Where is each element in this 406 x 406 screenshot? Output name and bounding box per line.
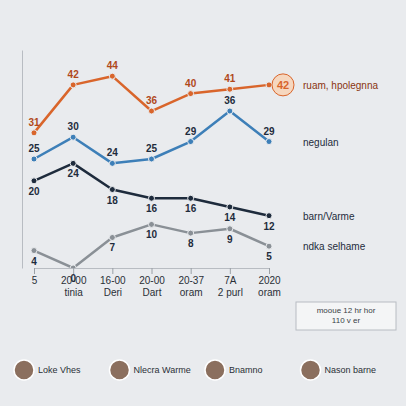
series-name: barn/Varme [303,211,355,222]
series-marker [109,73,115,79]
series-marker [266,213,272,219]
series-marker [149,221,155,227]
y-axis-line [22,51,23,269]
x-tick-mark [112,268,113,274]
x-tick: 20-37oram [178,268,204,298]
x-tick-mark [230,268,231,274]
data-label: 42 [277,79,289,91]
series-marker [188,230,194,236]
portrait-name: Loke Vhes [38,365,81,375]
data-label: 4 [31,256,37,267]
series-marker [149,108,155,114]
data-label: 36 [146,95,158,106]
data-label: 42 [68,69,80,80]
portrait [110,360,130,380]
series-marker [109,234,115,240]
data-label: 18 [107,195,119,206]
data-label: 10 [146,229,158,240]
x-tick-label: 7A2 purl [218,275,243,298]
series-marker [266,139,272,145]
series-marker [109,160,115,166]
data-label: 29 [263,126,275,137]
data-label: 29 [185,126,197,137]
series-name: ndka selhame [303,241,366,252]
x-tick-mark [269,268,270,274]
portrait-name: Nason barne [325,365,377,375]
data-label: 30 [68,121,80,132]
x-tick-mark [191,268,192,274]
data-label: 36 [224,95,236,106]
portrait-name: Bnamno [229,365,263,375]
data-label: 12 [263,221,275,232]
series-marker [70,265,76,268]
data-label: 5 [266,251,272,262]
note-box [296,302,396,330]
x-tick-label: 20-37oram [178,275,204,298]
portrait-name: Nlecra Warme [134,365,191,375]
data-label: 20 [28,186,40,197]
data-label: 9 [227,234,233,245]
series-marker [31,178,37,184]
note: mooue 12 hr hor110 v er [317,306,376,325]
x-tick-label: 20-00Dart [139,275,165,298]
portrait [205,360,225,380]
data-label: 8 [188,238,194,249]
x-tick: 2020oram [258,268,281,298]
series-marker [188,195,194,201]
data-label: 16 [185,203,197,214]
series-marker [31,248,37,254]
data-label: 40 [185,78,197,89]
x-tick-mark [34,268,35,274]
series-marker [70,134,76,140]
series-marker [70,82,76,88]
x-tick-label: 5 [32,275,38,286]
x-tick: 7A2 purl [218,268,243,298]
data-label: 16 [146,203,158,214]
data-label: 24 [107,147,119,158]
series-line [34,111,269,163]
x-tick: 20-00tinia [61,268,87,298]
x-tick: 16-00Deri [100,268,126,298]
series-marker [266,82,272,88]
series-marker [227,204,233,210]
series-marker [109,187,115,193]
end-badge [272,74,294,96]
data-label: 14 [224,212,236,223]
chart: 5 20-00tinia 16-00Deri 20-00Dart 20-37oram 7A… [0,0,406,406]
y-axis [22,51,23,269]
series-marker [227,226,233,232]
x-tick-label: 16-00Deri [100,275,126,298]
x-tick-label: 2020oram [258,275,281,298]
series-name: negulan [303,137,339,148]
series-marker [149,156,155,162]
series-name: ruam, hpolegnna [303,80,378,91]
x-axis: 5 20-00tinia 16-00Deri 20-00Dart 20-37oram 7A… [32,268,281,298]
data-label: 41 [224,73,236,84]
data-label: 44 [107,60,119,71]
series-marker [149,195,155,201]
series-marker [227,108,233,114]
x-tick: 5 [32,268,38,286]
x-tick-mark [152,268,153,274]
series-line [34,224,269,268]
portrait [14,360,34,380]
series-marker [188,139,194,145]
data-label: 0 [70,273,76,284]
series-marker [227,86,233,92]
data-label: 24 [68,168,80,179]
x-tick: 20-00Dart [139,268,165,298]
portrait [301,360,321,380]
plot-area [31,73,272,268]
series-marker [70,160,76,166]
series-line [34,76,269,133]
data-label: 31 [28,117,40,128]
series-marker [31,156,37,162]
series-marker [31,130,37,136]
data-label: 25 [146,143,158,154]
data-label: 7 [110,242,116,253]
series-line [34,163,269,215]
series-marker [266,243,272,249]
data-label: 25 [28,143,40,154]
series-marker [188,91,194,97]
